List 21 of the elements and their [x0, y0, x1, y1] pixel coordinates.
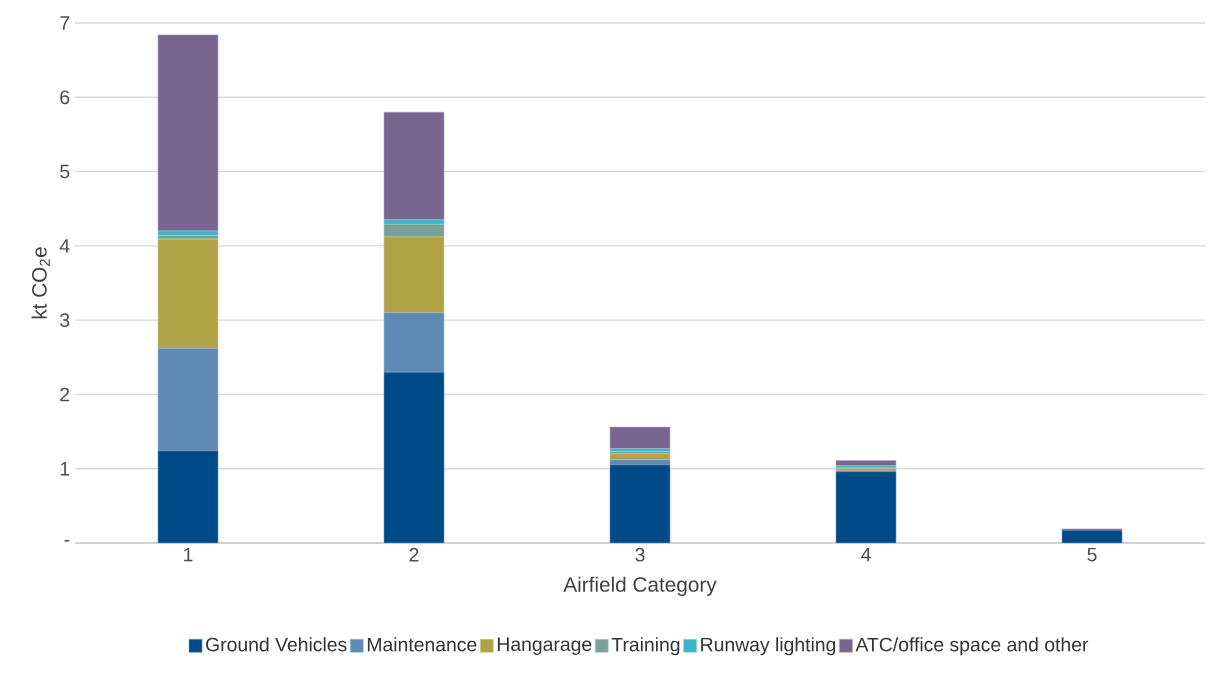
- legend-label: Ground Vehicles: [206, 637, 347, 652]
- legend-label: ATC/office space and other: [855, 637, 1089, 656]
- x-tick-label: 5: [1087, 547, 1097, 562]
- x-tick-label: 4: [861, 547, 871, 562]
- y-tick-label: 7: [60, 16, 70, 30]
- legend-label: Hangarage: [497, 637, 592, 655]
- y-axis-title: kt CO$_{2}$e: [31, 247, 50, 319]
- x-tick-label: 3: [635, 547, 645, 562]
- x-tick-label: 2: [409, 547, 419, 562]
- y-tick-label: 6: [60, 90, 70, 105]
- x-axis-title: Airfield Category: [563, 576, 717, 596]
- y-tick-label: 5: [60, 164, 70, 179]
- legend-label: Runway lighting: [701, 637, 836, 656]
- legend-label: Maintenance: [367, 637, 477, 652]
- y-tick-label: 3: [60, 313, 70, 328]
- x-tick-label: 1: [184, 547, 193, 562]
- y-tick-label: -: [64, 540, 70, 542]
- y-tick-label: 1: [60, 462, 70, 476]
- y-tick-label: 4: [59, 239, 70, 253]
- legend-label: Training: [611, 637, 680, 656]
- y-tick-label: 2: [60, 387, 70, 402]
